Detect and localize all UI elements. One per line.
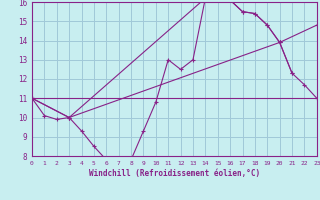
X-axis label: Windchill (Refroidissement éolien,°C): Windchill (Refroidissement éolien,°C) (89, 169, 260, 178)
